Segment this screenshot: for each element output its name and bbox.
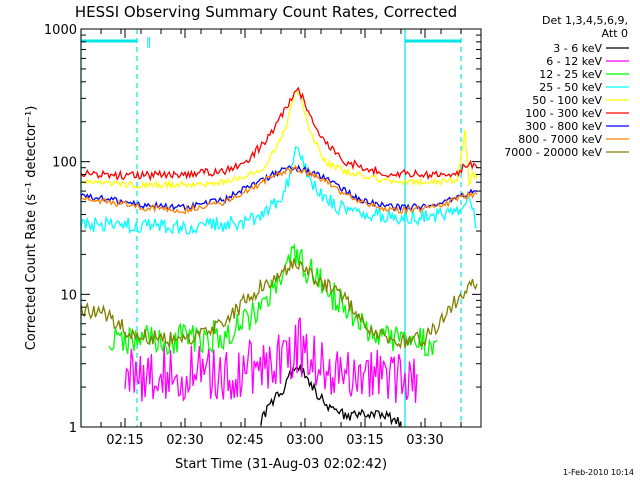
series-line-5 bbox=[80, 89, 478, 190]
legend-label: 50 - 100 keV bbox=[532, 94, 602, 107]
y-tick-label: 10 bbox=[60, 288, 77, 303]
legend-label: 800 - 7000 keV bbox=[518, 133, 602, 146]
legend-label: 300 - 800 keV bbox=[525, 120, 602, 133]
series-line-6 bbox=[80, 86, 478, 182]
y-tick-label: 100 bbox=[52, 156, 77, 171]
series-line-2 bbox=[124, 317, 418, 403]
y-axis-label: Corrected Count Rate (s⁻¹ detector⁻¹) bbox=[24, 106, 39, 351]
series-line-7 bbox=[80, 164, 478, 213]
series-line-3 bbox=[108, 243, 438, 357]
legend-label: 7000 - 20000 keV bbox=[504, 146, 602, 159]
series-line-4 bbox=[80, 146, 477, 235]
x-tick-label: 03:00 bbox=[286, 433, 323, 448]
legend-label: 6 - 12 keV bbox=[546, 55, 602, 68]
footer-timestamp: 1-Feb-2010 10:14 bbox=[563, 468, 634, 477]
series-line-1 bbox=[260, 363, 402, 427]
chart-title: HESSI Observing Summary Count Rates, Cor… bbox=[75, 3, 457, 21]
y-tick-label: 1 bbox=[69, 421, 77, 436]
x-tick-label: 02:30 bbox=[166, 433, 203, 448]
y-tick-label: 1000 bbox=[44, 23, 77, 38]
flag-glyph: ‖ bbox=[146, 35, 152, 48]
legend-title: Det 1,3,4,5,6,9, bbox=[542, 14, 628, 27]
x-tick-label: 03:30 bbox=[406, 433, 443, 448]
series-line-9 bbox=[80, 258, 478, 350]
legend-label: 25 - 50 keV bbox=[539, 81, 602, 94]
y-axis: 1 10 100 1000 bbox=[44, 23, 481, 436]
legend-label: 100 - 300 keV bbox=[525, 107, 602, 120]
series-line-8 bbox=[80, 164, 478, 216]
series-layer bbox=[80, 86, 478, 427]
x-axis-label: Start Time (31-Aug-03 02:02:42) bbox=[175, 457, 387, 472]
legend-title-line-2: Att 0 bbox=[602, 27, 628, 40]
x-tick-label: 03:15 bbox=[346, 433, 383, 448]
x-tick-label: 02:15 bbox=[106, 433, 143, 448]
x-axis: 02:15 02:30 02:45 03:00 03:15 03:30 bbox=[80, 29, 482, 448]
legend-label: 12 - 25 keV bbox=[539, 68, 602, 81]
legend-label: 3 - 6 keV bbox=[553, 42, 602, 55]
x-tick-label: 02:45 bbox=[226, 433, 263, 448]
